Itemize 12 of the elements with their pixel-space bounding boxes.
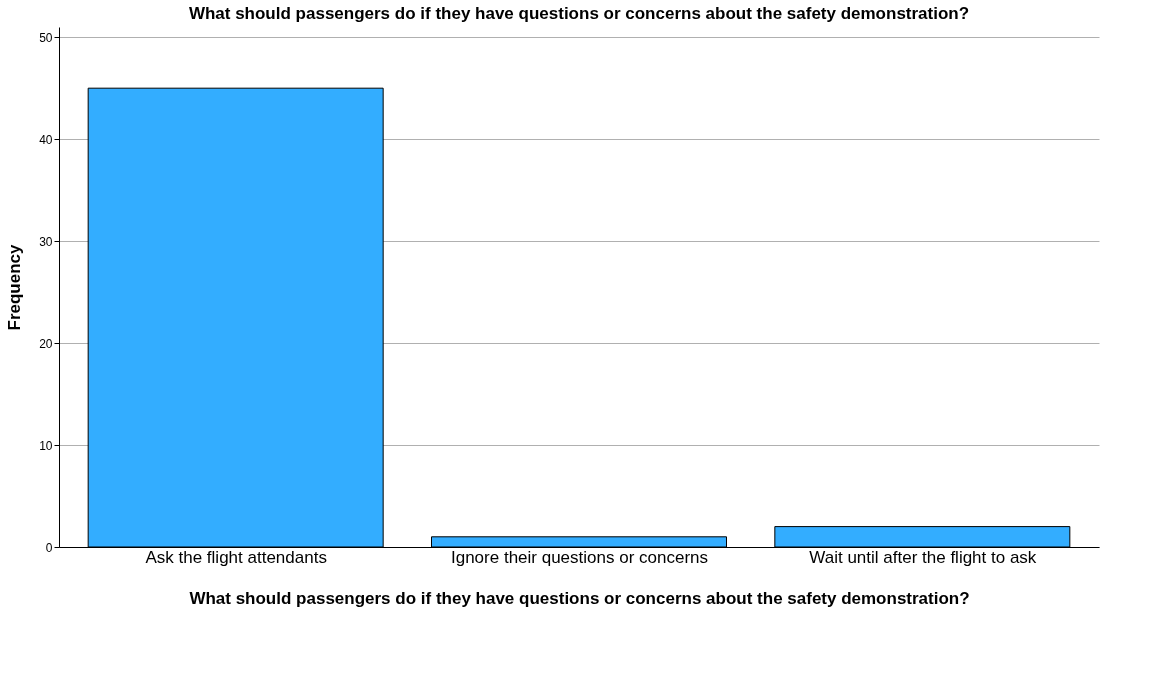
x-tick-label: Ask the flight attendants (145, 547, 327, 567)
x-tick-label: Wait until after the flight to ask (809, 547, 1037, 567)
y-axis-title: Frequency (5, 243, 25, 331)
y-tick-label: 50 (39, 30, 53, 45)
y-tick-label: 0 (45, 540, 53, 555)
y-tick-label: 40 (39, 132, 53, 147)
x-axis-title: What should passengers do if they have questions or concerns about the safety demonstration? (189, 588, 970, 608)
x-tick-label: Ignore their questions or concerns (450, 547, 709, 567)
y-tick-label: 30 (39, 234, 53, 249)
y-tick-label: 10 (39, 438, 53, 453)
y-tick-label: 20 (39, 336, 53, 351)
chart-title: What should passengers do if they have questions or concerns about the safety demonstration? (188, 4, 970, 23)
